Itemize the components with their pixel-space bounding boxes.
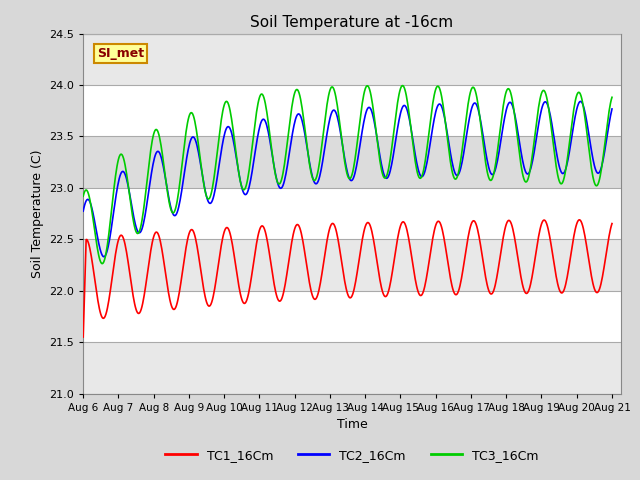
Bar [83, 291, 621, 342]
Title: Soil Temperature at -16cm: Soil Temperature at -16cm [250, 15, 454, 30]
Bar [83, 136, 621, 188]
Legend: TC1_16Cm, TC2_16Cm, TC3_16Cm: TC1_16Cm, TC2_16Cm, TC3_16Cm [161, 444, 543, 467]
Bar [83, 188, 621, 240]
X-axis label: Time: Time [337, 418, 367, 431]
Text: SI_met: SI_met [97, 47, 144, 60]
Bar [83, 85, 621, 240]
Bar [83, 34, 621, 85]
Bar [83, 240, 621, 291]
Bar [83, 342, 621, 394]
Bar [83, 85, 621, 136]
Y-axis label: Soil Temperature (C): Soil Temperature (C) [31, 149, 44, 278]
